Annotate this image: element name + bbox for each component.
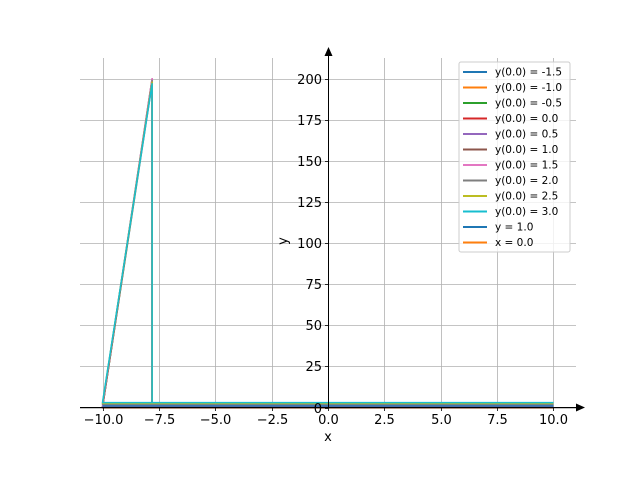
x-tick-label: 10.0 [539,413,568,428]
x-tick-label: −7.5 [144,413,176,428]
y-tick-label: 150 [297,155,322,170]
x-tick-label: −10.0 [84,413,124,428]
y-axis-label: y [276,237,291,245]
x-tick-label: 7.5 [487,413,508,428]
legend-label: y(0.0) = 3.0 [495,206,558,218]
x-tick-label: 2.5 [374,413,395,428]
y-tick-label: 0 [314,402,322,417]
y-tick-label: 125 [297,196,322,211]
legend-label: y(0.0) = 1.0 [495,144,558,156]
legend-label: y(0.0) = 0.5 [495,129,558,141]
x-axis-arrow-icon [576,403,585,412]
y-tick-label: 100 [297,237,322,252]
y-tick-label: 50 [305,319,322,334]
x-axis-label: x [324,430,332,445]
y-axis-arrow-icon [324,47,333,56]
y-tick-label: 200 [297,73,322,88]
legend-label: y(0.0) = 0.0 [495,113,558,125]
legend-label: y(0.0) = 2.0 [495,175,558,187]
legend-label: y(0.0) = 2.5 [495,191,558,203]
legend: y(0.0) = -1.5 y(0.0) = -1.0 y(0.0) = -0.5 y… [458,61,571,253]
legend-label: x = 0.0 [495,237,533,249]
x-tick-label: 5.0 [431,413,452,428]
legend-label: y(0.0) = 1.5 [495,160,558,172]
legend-frame [458,61,571,253]
axes [80,47,585,412]
series-line-9 [101,82,554,404]
y-tick-label: 25 [305,360,322,375]
y-tick-label: 175 [297,114,322,129]
x-tick-label: 0.0 [318,413,339,428]
legend-label: y(0.0) = -0.5 [495,98,562,110]
y-tick-label: 75 [305,278,322,293]
x-tick-label: −5.0 [200,413,232,428]
x-tick-label: −2.5 [257,413,289,428]
x-ticks: −10.0 −7.5 −5.0 −2.5 0.0 2.5 5.0 7.5 10.0 [84,407,568,428]
legend-label: y = 1.0 [495,222,533,234]
legend-label: y(0.0) = -1.5 [495,67,562,79]
y-ticks: 0 25 50 75 100 125 150 175 200 [297,73,329,417]
legend-label: y(0.0) = -1.0 [495,82,562,94]
